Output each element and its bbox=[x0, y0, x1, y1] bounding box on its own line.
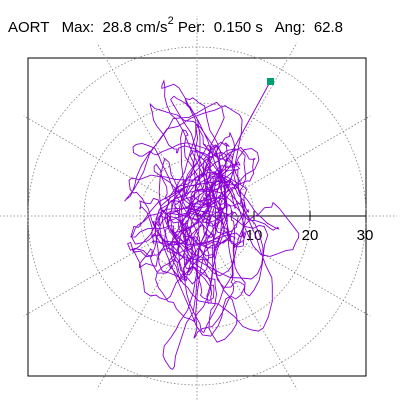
max-value: 28.8 bbox=[102, 19, 132, 36]
plot-header: AORT Max: 28.8 cm/s2 Per: 0.150 s Ang: 6… bbox=[8, 14, 343, 37]
grid-spoke bbox=[96, 215, 198, 390]
acceleration-trace bbox=[124, 79, 300, 370]
ang-value: 62.8 bbox=[313, 19, 344, 36]
max-label: Max: bbox=[61, 19, 95, 36]
acceleration-trace-group bbox=[124, 79, 300, 370]
max-unit: cm/s bbox=[135, 19, 168, 36]
per-label: Per: bbox=[177, 19, 206, 36]
tick-label-30: 30 bbox=[357, 227, 374, 244]
ang-label: Ang: bbox=[274, 19, 306, 36]
grid-spoke bbox=[196, 215, 371, 317]
peak-marker bbox=[267, 78, 274, 85]
peak-vector-line bbox=[196, 81, 271, 217]
max-unit-exponent: 2 bbox=[167, 15, 174, 27]
signal-name: AORT bbox=[8, 19, 50, 36]
per-value: 0.150 s bbox=[213, 19, 263, 36]
tick-label-20: 20 bbox=[302, 227, 319, 244]
